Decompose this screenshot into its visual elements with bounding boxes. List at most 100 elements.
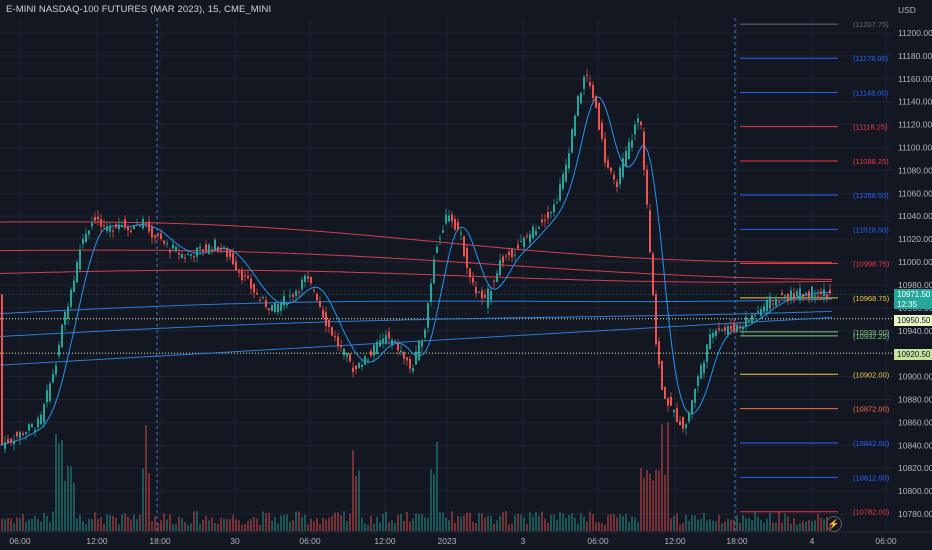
volume-bar (235, 519, 237, 531)
candle-body (673, 409, 675, 413)
candle-body (58, 345, 60, 356)
candle-body (172, 244, 174, 249)
candle-body (493, 280, 495, 282)
volume-bar (568, 515, 570, 531)
candle-body (778, 301, 780, 303)
candle-body (274, 302, 276, 313)
volume-bar (310, 518, 312, 531)
candle-body (640, 121, 642, 126)
volume-bar (229, 519, 231, 531)
volume-bar (445, 517, 447, 531)
candle-body (361, 364, 363, 368)
volume-bar (559, 511, 561, 531)
volume-bar (691, 515, 693, 531)
volume-bar (685, 515, 687, 531)
volume-bar (490, 516, 492, 531)
volume-bar (688, 520, 690, 531)
candle-body (259, 300, 261, 302)
candle-body (256, 293, 258, 295)
candle-body (1, 294, 3, 445)
band-upper-3 (0, 269, 833, 283)
volume-bar (385, 511, 387, 531)
candle-body (565, 164, 567, 182)
volume-bar (556, 519, 558, 531)
candle-body (112, 230, 114, 232)
candle-body (283, 295, 285, 306)
last-price-value: 10971.50 (897, 290, 931, 299)
candle-body (271, 304, 273, 311)
candle-body (334, 336, 336, 338)
candle-body (109, 225, 111, 232)
candle-body (487, 288, 489, 308)
candle-body (820, 291, 822, 294)
candle-body (799, 288, 801, 300)
candle-body (211, 249, 213, 252)
candle-body (577, 95, 579, 116)
candle-body (307, 276, 309, 279)
volume-bar (343, 511, 345, 531)
pivot-label: (11178.00) (853, 54, 889, 63)
volume-bar (361, 517, 363, 531)
volume-bar (139, 514, 141, 531)
volume-bar (163, 513, 165, 531)
candle-body (583, 76, 585, 89)
y-tick-label: 11060.00 (898, 188, 932, 198)
volume-bar (52, 511, 54, 531)
candle-body (328, 319, 330, 327)
pivot-label: (10998.75) (853, 259, 890, 268)
volume-bar (433, 474, 435, 531)
volume-bar (763, 522, 765, 531)
candle-body (499, 259, 501, 276)
volume-bar (769, 512, 771, 531)
volume-bar (655, 469, 657, 531)
volume-bar (808, 520, 810, 531)
pivot-label: (11118.25) (853, 123, 888, 132)
volume-bar (811, 521, 813, 531)
volume-bar (772, 522, 774, 531)
candle-body (40, 414, 42, 425)
candle-body (700, 365, 702, 379)
candle-body (178, 252, 180, 255)
volume-bar (130, 519, 132, 531)
volume-bar (754, 511, 756, 531)
x-tick-label: 18:00 (149, 536, 171, 546)
candle-body (22, 433, 24, 436)
band-upper-1 (0, 221, 832, 263)
candle-body (70, 289, 72, 307)
volume-bar (88, 518, 90, 531)
volume-bar (259, 524, 261, 531)
volume-bar (598, 522, 600, 531)
volume-bar (256, 518, 258, 531)
volume-bar (223, 518, 225, 531)
y-tick-label: 10780.00 (898, 509, 932, 519)
candle-body (235, 261, 237, 271)
volume-bar (352, 450, 354, 531)
volume-bar (319, 524, 321, 531)
candle-body (703, 362, 705, 373)
y-tick-label: 11160.00 (898, 74, 932, 84)
lightning-icon[interactable]: ⚡ (826, 516, 842, 532)
volume-bar (475, 523, 477, 531)
volume-bar (190, 523, 192, 531)
candle-body (73, 280, 75, 292)
candle-body (652, 253, 654, 296)
volume-bar (214, 522, 216, 531)
candle-body (115, 224, 117, 228)
candle-body (397, 343, 399, 351)
y-tick-label: 10900.00 (898, 372, 932, 382)
candle-body (502, 256, 504, 263)
candle-body (322, 309, 324, 318)
volume-bar (160, 520, 162, 531)
candle-body (247, 275, 249, 278)
candle-body (25, 432, 27, 434)
candle-body (442, 230, 444, 233)
candle-body (622, 158, 624, 177)
volume-bar (169, 514, 171, 531)
volume-bar (400, 513, 402, 531)
candle-body (802, 294, 804, 297)
volume-bar (439, 512, 441, 531)
volume-bar (661, 424, 663, 531)
candle-body (586, 74, 588, 76)
candle-body (424, 329, 426, 338)
